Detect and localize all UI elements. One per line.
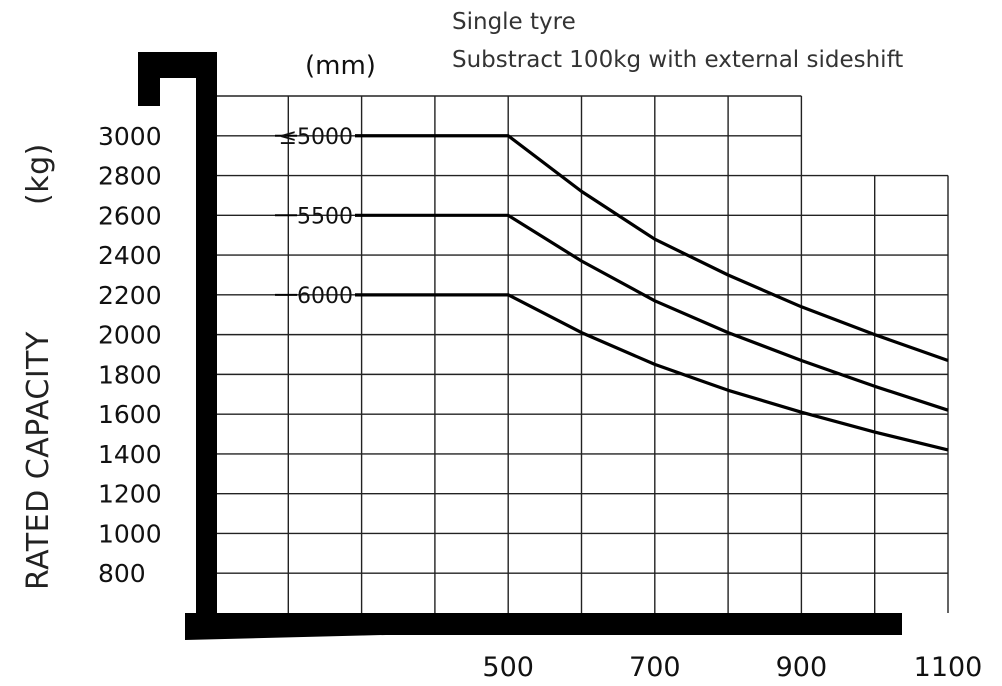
series-label: 6000 [297,284,353,309]
x-tick-label: 1100 [914,652,983,683]
note-single-tyre: Single tyre [452,9,576,35]
x-tick-label: 900 [776,652,828,683]
y-tick-label: 2000 [98,321,162,350]
fork-frame [138,52,902,640]
series-line [355,293,949,452]
y-tick-label: 1800 [98,360,162,389]
fork-blade [196,613,902,635]
y-tick-label: 1400 [98,440,162,469]
y-axis-unit: (kg) [21,143,56,205]
series-line [355,213,949,412]
y-tick-label: 1600 [98,400,162,429]
y-tick-label: 3000 [98,122,162,151]
y-tick-label: 1200 [98,480,162,509]
y-tick-label: 2600 [98,201,162,230]
y-tick-label: 2800 [98,162,162,191]
note-sideshift: Substract 100kg with external sideshift [452,47,903,73]
series-lines: ≤5000 5500 6000 [275,125,949,452]
y-tick-labels: 3000 2800 2600 2400 2200 2000 1800 1600 1400 1200… [98,122,162,588]
series-label: 5500 [297,204,353,229]
y-tick-label: 1000 [98,519,162,548]
series-label: ≤5000 [279,125,353,150]
x-tick-label: 700 [629,652,681,683]
x-unit-label: (mm) [305,51,376,81]
series-line [355,134,949,363]
y-tick-label: 2200 [98,281,162,310]
grid [215,95,949,613]
y-axis-title: RATED CAPACITY [21,331,56,590]
y-tick-label: 2400 [98,241,162,270]
x-tick-label: 500 [482,652,534,683]
y-tick-label: 800 [98,559,146,588]
x-tick-labels: 500 700 900 1100 [482,652,982,683]
chart-frame [138,52,902,640]
